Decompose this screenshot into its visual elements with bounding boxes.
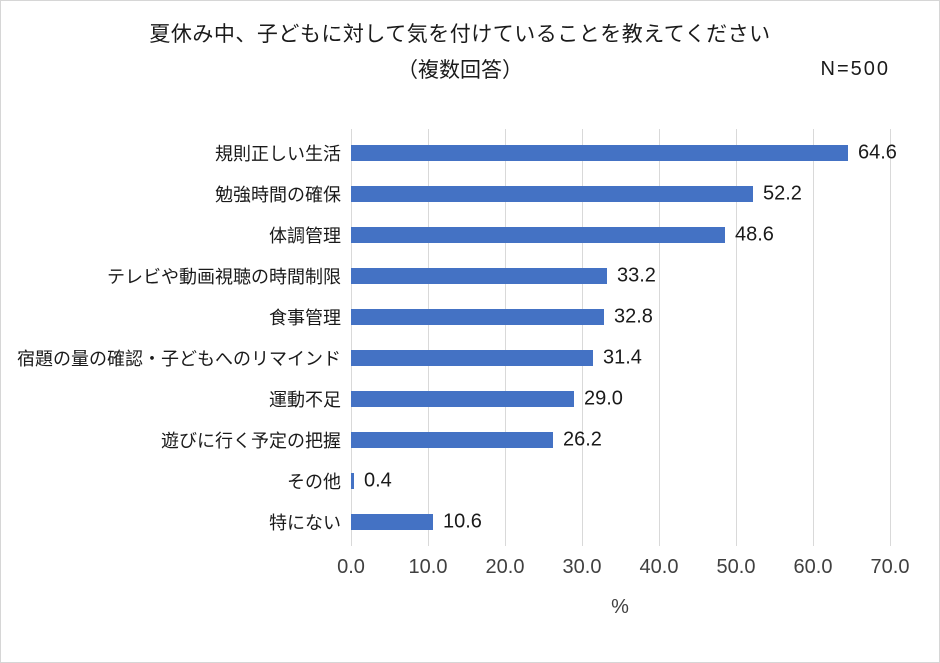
bar-row: 体調管理 48.6: [0, 215, 940, 256]
value-label: 31.4: [603, 346, 642, 369]
bar-track: 10.6: [351, 501, 890, 542]
value-label: 64.6: [858, 141, 897, 164]
bar-row: テレビや動画視聴の時間制限 33.2: [0, 256, 940, 297]
bar: [351, 431, 553, 448]
bar-track: 64.6: [351, 133, 897, 174]
bar-track: 52.2: [351, 174, 890, 215]
category-label: 勉強時間の確保: [215, 185, 341, 206]
category-label: その他: [287, 471, 341, 492]
gridline: [813, 129, 814, 546]
bar: [351, 186, 753, 203]
sample-size-label: N=500: [820, 58, 890, 80]
bar-track: 26.2: [351, 419, 890, 460]
x-tick-label: 40.0: [639, 556, 679, 578]
x-tick-label: 10.0: [408, 556, 448, 578]
value-label: 48.6: [735, 223, 774, 246]
x-tick-label: 30.0: [562, 556, 602, 578]
bar: [351, 390, 574, 407]
plot-area: 規則正しい生活 64.6 勉強時間の確保 52.2 体調管理 48.6 テレビや動画視聴の時…: [0, 129, 940, 546]
bar-track: 48.6: [351, 215, 890, 256]
bar-track: 29.0: [351, 378, 890, 419]
value-label: 32.8: [614, 305, 653, 328]
value-label: 33.2: [617, 264, 656, 287]
category-label: 遊びに行く予定の把握: [161, 430, 341, 451]
x-tick-label: 60.0: [793, 556, 833, 578]
bar-row: 遊びに行く予定の把握 26.2: [0, 419, 940, 460]
chart-title-line2: （複数回答）: [397, 59, 523, 82]
bar-row: 規則正しい生活 64.6: [0, 133, 940, 174]
x-tick-label: 70.0: [870, 556, 910, 578]
value-label: 29.0: [584, 387, 623, 410]
value-label: 26.2: [563, 428, 602, 451]
gridline: [736, 129, 737, 546]
category-label: 体調管理: [269, 226, 341, 247]
bar: [351, 309, 604, 326]
bar-track: 0.4: [351, 460, 890, 501]
gridline: [659, 129, 660, 546]
gridline: [505, 129, 506, 546]
category-label: 規則正しい生活: [215, 144, 341, 165]
x-axis-title: %: [611, 596, 629, 618]
chart-title: 夏休み中、子どもに対して気を付けていることを教えてください （複数回答）: [0, 20, 920, 86]
bar-row: その他 0.4: [0, 460, 940, 501]
bar: [351, 268, 607, 285]
x-axis-ticks: 0.0 10.0 20.0 30.0 40.0 50.0 60.0 70.0: [337, 556, 909, 580]
bar-rows: 規則正しい生活 64.6 勉強時間の確保 52.2 体調管理 48.6 テレビや動画視聴の時…: [0, 133, 940, 542]
x-tick-label: 0.0: [337, 556, 365, 578]
category-label: テレビや動画視聴の時間制限: [107, 267, 341, 288]
bar-row: 特にない 10.6: [0, 501, 940, 542]
bar-track: 32.8: [351, 297, 890, 338]
gridline: [890, 129, 891, 546]
bar: [351, 349, 593, 366]
bar: [351, 145, 848, 162]
value-label: 52.2: [763, 182, 802, 205]
gridline: [428, 129, 429, 546]
bar: [351, 472, 354, 489]
bar: [351, 227, 725, 244]
gridline: [351, 129, 352, 546]
bar: [351, 513, 433, 530]
bar-track: 33.2: [351, 256, 890, 297]
bar-row: 宿題の量の確認・子どもへのリマインド 31.4: [0, 338, 940, 379]
bar-row: 勉強時間の確保 52.2: [0, 174, 940, 215]
gridlines: [351, 129, 891, 546]
category-label: 食事管理: [269, 308, 341, 329]
category-label: 特にない: [269, 512, 341, 533]
value-label: 0.4: [364, 469, 392, 492]
category-label: 宿題の量の確認・子どもへのリマインド: [17, 348, 341, 369]
bar-row: 運動不足 29.0: [0, 378, 940, 419]
bar-row: 食事管理 32.8: [0, 297, 940, 338]
category-label: 運動不足: [269, 389, 341, 410]
gridline: [582, 129, 583, 546]
x-tick-label: 50.0: [716, 556, 756, 578]
x-tick-label: 20.0: [485, 556, 525, 578]
bar-track: 31.4: [351, 338, 890, 379]
chart-title-line1: 夏休み中、子どもに対して気を付けていることを教えてください: [149, 23, 771, 46]
value-label: 10.6: [443, 510, 482, 533]
